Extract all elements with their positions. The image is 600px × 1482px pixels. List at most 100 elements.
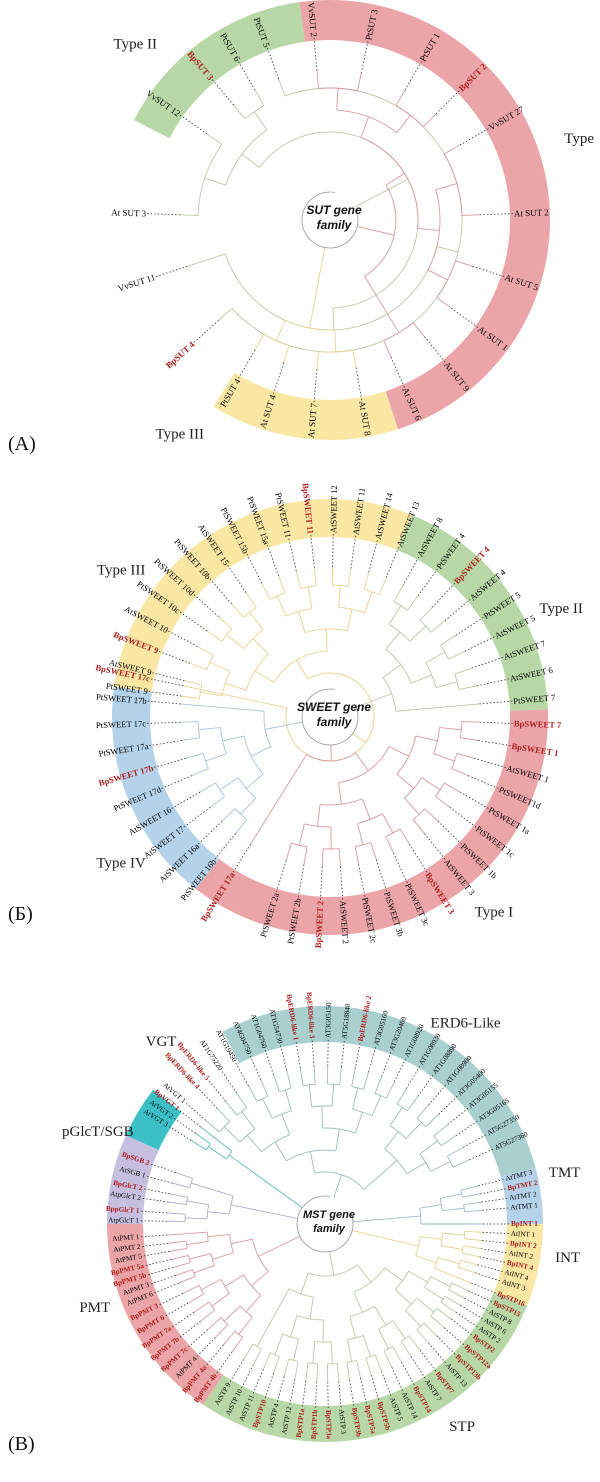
tree-branch <box>385 172 405 186</box>
tree-trunk <box>230 1204 298 1219</box>
leaf-guide <box>437 820 462 845</box>
group-label-tmt: TMT <box>549 1165 581 1181</box>
leaf-guide <box>478 1178 505 1187</box>
tree-arc <box>272 1110 292 1119</box>
tree-branch <box>435 183 458 191</box>
group-label-vgt: VGT <box>146 1034 177 1050</box>
leaf-guide <box>478 740 511 747</box>
tree-arc <box>243 1274 262 1296</box>
tree-arc <box>440 644 450 660</box>
leaf-guide <box>146 1175 173 1184</box>
tree-branch <box>185 1217 208 1220</box>
leaf-guide <box>472 265 505 277</box>
tree-branch <box>395 89 406 106</box>
leaf-guide <box>460 1305 484 1320</box>
tree-arc <box>433 727 440 754</box>
center-label: family <box>317 218 353 232</box>
tree-branch <box>295 570 301 589</box>
leaf-guide <box>183 806 211 828</box>
tree-branch <box>460 737 479 741</box>
tree-branch <box>308 1084 313 1107</box>
tree-branch <box>415 1255 437 1264</box>
group-label-pglct-sgb: pGlcT/SGB <box>62 1124 134 1140</box>
tree-branch <box>214 1324 229 1338</box>
tree-arc <box>197 721 201 738</box>
tree-arc <box>219 1121 230 1133</box>
leaf-guide <box>358 864 366 897</box>
tree-arc <box>394 1271 409 1290</box>
tree-arc <box>433 1257 439 1269</box>
tree-branch <box>440 1193 462 1199</box>
tree-branch <box>283 345 290 363</box>
tree-branch <box>384 1267 403 1282</box>
leaf-guide <box>276 860 287 893</box>
leaf-guide <box>198 1088 218 1109</box>
tree-branch <box>273 1074 280 1092</box>
panel-letter: (B) <box>8 1433 35 1455</box>
tree-branch <box>252 638 269 655</box>
tree-branch <box>399 828 410 845</box>
tree-branch <box>300 1273 309 1295</box>
tree-branch <box>219 777 239 791</box>
leaf-guide <box>417 1074 435 1097</box>
tree-branch <box>412 322 425 337</box>
tree-arc <box>220 1279 230 1294</box>
tree-branch <box>448 1289 465 1299</box>
tree-branch <box>209 661 231 672</box>
tree-branch <box>316 1363 319 1382</box>
tree-arc <box>364 184 397 277</box>
leaf-guide <box>332 534 334 568</box>
tree-trunk <box>333 1174 342 1198</box>
tree-branch <box>208 1146 227 1160</box>
leaf-guide <box>338 1381 342 1409</box>
tree-branch <box>278 575 286 594</box>
tree-branch <box>168 1201 187 1205</box>
leaf-guide <box>314 1381 318 1409</box>
tree-branch <box>321 1106 323 1129</box>
tree-branch <box>205 753 227 762</box>
tree-branch <box>299 1067 304 1086</box>
tree-branch <box>409 625 427 642</box>
tree-branch <box>313 1066 316 1085</box>
tree-branch <box>338 848 341 867</box>
tree-branch <box>235 819 248 834</box>
leaf-guide <box>479 721 513 724</box>
tree-branch <box>385 836 394 854</box>
tree-branch <box>338 782 342 805</box>
tree-branch <box>309 1151 316 1174</box>
band-type-i <box>195 709 548 935</box>
leaf-guide <box>479 213 513 216</box>
tree-arc <box>189 1178 194 1188</box>
leaf-guide <box>479 700 513 705</box>
leaf-guide <box>240 1364 254 1390</box>
tree-arc <box>304 823 331 828</box>
tree-branch <box>405 1309 421 1327</box>
tree-branch <box>406 1161 426 1175</box>
leaf-guide <box>227 565 247 593</box>
leaf-label: AT5G18840 <box>340 1003 352 1040</box>
tree-branch <box>357 73 362 91</box>
tree-branch <box>273 1356 280 1374</box>
leaf-guide <box>449 806 477 828</box>
tree-branch <box>364 276 400 333</box>
tree-branch <box>330 1341 333 1364</box>
tree-trunk <box>354 178 409 208</box>
tree-branch <box>316 70 319 89</box>
leaf-guide <box>140 1210 168 1214</box>
tree-branch <box>167 1212 186 1215</box>
tree-branch <box>309 1297 314 1319</box>
tree-branch <box>355 752 369 771</box>
tree-branch <box>459 685 477 690</box>
tree-branch <box>419 1140 438 1155</box>
leaf-guide <box>424 336 446 363</box>
tree-branch <box>438 1257 460 1265</box>
tree-branch <box>364 591 373 613</box>
tree-branch <box>251 746 272 757</box>
leaf-guide <box>417 568 438 596</box>
tree-branch <box>175 1172 193 1179</box>
tree-branch <box>454 667 472 675</box>
tree-arc <box>352 1108 373 1117</box>
leaf-guide <box>468 1290 493 1303</box>
tree-branch <box>186 1200 209 1205</box>
